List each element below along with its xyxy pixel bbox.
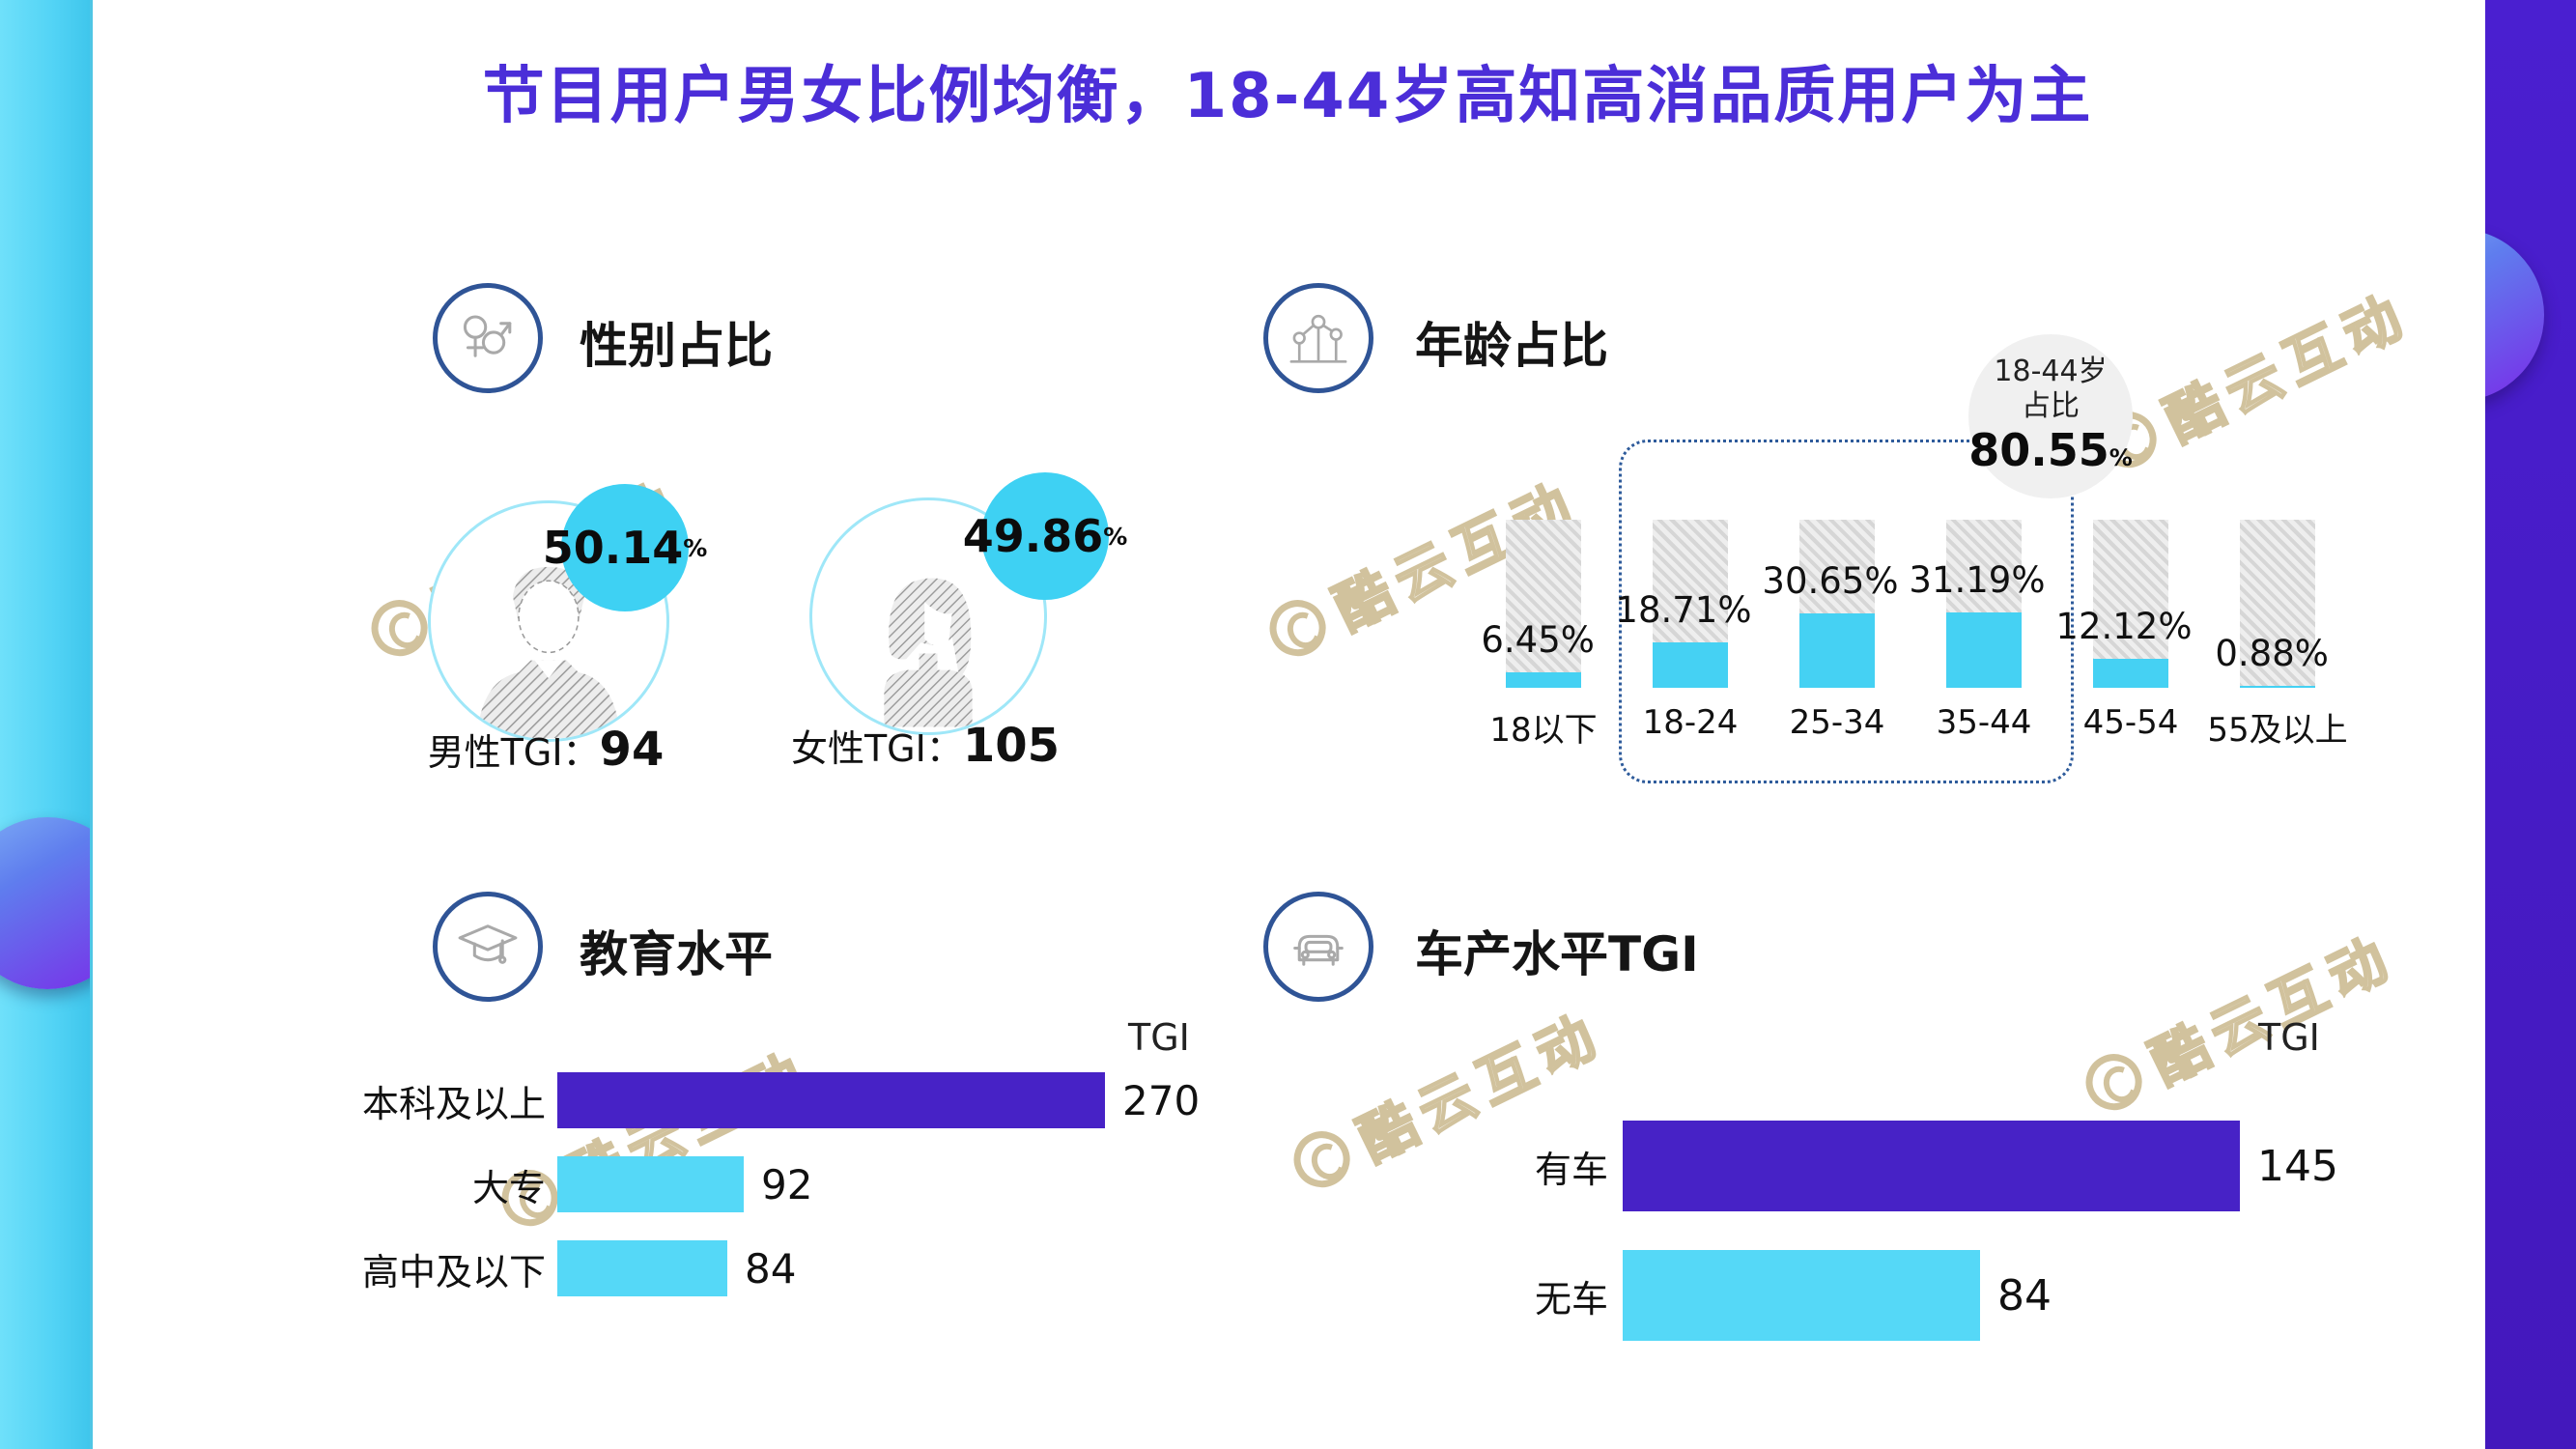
age-bar-column: 6.45% 18以下: [1481, 520, 1598, 750]
age-category-label: 18以下: [1489, 711, 1598, 750]
hbar-category-label: 本科及以上: [361, 1082, 546, 1125]
age-18-44-highlight-box: [1619, 440, 2074, 783]
age-category-label: 55及以上: [2207, 711, 2348, 750]
education-rows: 本科及以上 270 大专 92 高中及以下 84: [309, 1072, 1200, 1324]
watermark-logo-icon: [1284, 1122, 1360, 1197]
hbar-value: 92: [761, 1160, 813, 1208]
education-section-heading: 教育水平: [580, 926, 773, 982]
age-section-heading: 年龄占比: [1415, 318, 1608, 374]
age-bar-column: 0.88% 55及以上: [2207, 520, 2348, 750]
male-percent-badge: 50.14%: [543, 484, 707, 611]
page-title: 节目用户男女比例均衡，18-44岁高知高消品质用户为主: [482, 61, 2093, 132]
watermark: 酷云互动: [2071, 911, 2407, 1130]
hbar-bar: [557, 1240, 727, 1296]
car-tgi-axis-label: TGI: [2258, 1016, 2320, 1059]
car-section-heading: 车产水平TGI: [1415, 926, 1699, 982]
hbar-category-label: 大专: [471, 1166, 546, 1209]
age-bar-column: 30.65% 25-34: [1762, 520, 1898, 742]
age-bar-column: 12.12% 45-54: [2055, 520, 2192, 742]
hbar-row: 大专 92: [309, 1156, 1200, 1212]
age-bar-fill: [2240, 685, 2315, 688]
hbar-category-label: 有车: [1534, 1148, 1608, 1191]
gradient-blob-left: [0, 817, 90, 989]
hbar-value: 84: [1997, 1270, 2052, 1321]
age-chart: 6.45% 18以下 18.71% 18-24 30.65% 25-34 31.…: [1481, 520, 2348, 750]
gender-icon: [433, 283, 543, 393]
female-percent-badge: 49.86%: [963, 472, 1127, 600]
male-female-symbols-icon: [463, 315, 512, 357]
hbar-row: 有车 145: [1381, 1121, 2338, 1211]
age-category-label: 25-34: [1789, 703, 1885, 742]
gender-section-heading: 性别占比: [580, 318, 773, 374]
hbar-category-label: 高中及以下: [361, 1250, 546, 1293]
watermark-logo-icon: [361, 590, 438, 666]
age-percent-label: 6.45%: [1481, 618, 1595, 661]
age-bar-fill: [1653, 642, 1728, 688]
female-tgi-label: 女性TGI：105: [790, 719, 1061, 773]
car-icon: [1263, 892, 1373, 1002]
hbar-value: 270: [1122, 1076, 1201, 1124]
age-bar-fill: [2093, 658, 2168, 688]
hbar-bar: [1623, 1121, 2240, 1211]
age-bar-column: 18.71% 18-24: [1615, 520, 1751, 742]
hbar-value: 145: [2257, 1141, 2338, 1191]
male-tgi-label: 男性TGI：94: [427, 723, 665, 777]
watermark-logo-icon: [2076, 1044, 2152, 1120]
male-silhouette: [476, 566, 621, 738]
age-percent-label: 0.88%: [2215, 632, 2329, 674]
age-icon: [1263, 283, 1373, 393]
age-category-label: 35-44: [1936, 703, 2032, 742]
age-category-label: 45-54: [2082, 703, 2179, 742]
right-accent-bar: [2485, 0, 2576, 1449]
age-bar-fill: [1506, 671, 1581, 688]
age-percent-label: 12.12%: [2055, 605, 2193, 647]
age-percent-label: 18.71%: [1615, 589, 1752, 632]
graduation-cap-icon: [458, 924, 518, 964]
watermark-logo-icon: [1260, 590, 1336, 666]
female-tgi-value: 105: [962, 719, 1061, 773]
left-accent-bar: [0, 0, 93, 1449]
hbar-bar: [557, 1072, 1105, 1128]
people-chart-icon: [1289, 314, 1347, 363]
hbar-bar: [557, 1156, 744, 1212]
age-bar-fill: [1799, 613, 1875, 688]
hbar-category-label: 无车: [1534, 1277, 1608, 1321]
age-bar-column: 31.19% 35-44: [1909, 520, 2045, 742]
hbar-value: 84: [745, 1244, 797, 1293]
male-tgi-value: 94: [599, 723, 665, 777]
watermark: 酷云互动: [2085, 269, 2421, 488]
car-front-icon: [1293, 934, 1344, 966]
female-silhouette: [884, 578, 973, 727]
education-tgi-axis-label: TGI: [1128, 1016, 1190, 1059]
education-icon: [433, 892, 543, 1002]
gradient-blob-right: [2485, 229, 2544, 401]
hbar-bar: [1623, 1250, 1980, 1341]
age-category-label: 18-24: [1642, 703, 1739, 742]
car-rows: 有车 145 无车 84: [1381, 1121, 2338, 1379]
age-percent-label: 30.65%: [1762, 560, 1899, 603]
hbar-row: 本科及以上 270: [309, 1072, 1200, 1128]
male-avatar-circle: [428, 500, 669, 742]
age-highlight-badge: 18-44岁 占比 80.55%: [1968, 334, 2133, 498]
hbar-row: 无车 84: [1381, 1250, 2338, 1341]
hbar-row: 高中及以下 84: [309, 1240, 1200, 1296]
age-percent-label: 31.19%: [1909, 559, 2046, 602]
age-bar-fill: [1946, 612, 2022, 688]
